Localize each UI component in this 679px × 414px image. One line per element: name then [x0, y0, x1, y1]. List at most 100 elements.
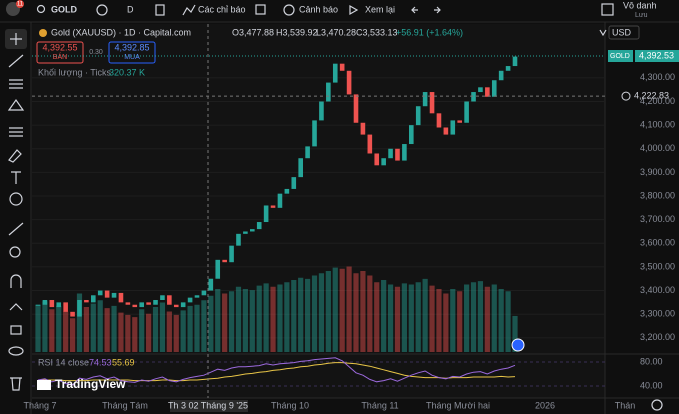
- volume-bar: [422, 278, 428, 352]
- visibility-tool[interactable]: [8, 346, 24, 356]
- chart-panel: [32, 24, 605, 398]
- volume-bar: [332, 267, 338, 352]
- brush-tool[interactable]: [8, 149, 22, 163]
- settings-icon[interactable]: [651, 399, 663, 411]
- volume-bar: [152, 307, 159, 352]
- replay-icon[interactable]: [349, 4, 359, 16]
- volume-bar: [263, 283, 269, 352]
- zoom-tool[interactable]: [9, 246, 21, 258]
- event-marker[interactable]: [511, 338, 525, 352]
- lock-draw-tool[interactable]: [9, 303, 23, 311]
- volume-bar: [215, 289, 221, 352]
- indicators[interactable]: Các chỉ báo: [198, 4, 246, 14]
- candle: [485, 87, 490, 97]
- candle: [215, 259, 221, 279]
- volume-bar: [132, 317, 138, 352]
- candle: [194, 295, 200, 298]
- rsi-title: RSI 14 close: [38, 357, 89, 367]
- candle: [402, 144, 407, 161]
- text-tool[interactable]: [11, 171, 21, 184]
- layout-icon[interactable]: [255, 4, 266, 15]
- emoji-tool[interactable]: [9, 192, 23, 206]
- candle: [180, 302, 186, 308]
- x-tick-label: Th 3 02 Tháng 9 '25: [168, 400, 248, 410]
- user[interactable]: Vô danh: [623, 0, 657, 10]
- volume-bar: [491, 284, 497, 352]
- delete-tool[interactable]: [10, 377, 22, 391]
- x-tick-label: Tháng 11: [361, 400, 398, 410]
- last-price-box: [635, 49, 679, 62]
- indicators-icon[interactable]: [182, 4, 196, 16]
- volume-bar: [194, 304, 200, 352]
- candle: [478, 87, 483, 93]
- volume-bar: [187, 305, 193, 352]
- search-icon[interactable]: [36, 4, 46, 14]
- fib-tool[interactable]: [9, 79, 23, 89]
- alerts[interactable]: Cảnh báo: [299, 4, 338, 14]
- symbol-tag: GOLD: [610, 53, 630, 60]
- candle: [146, 302, 151, 305]
- redo-icon[interactable]: [434, 6, 441, 14]
- candle: [457, 120, 462, 123]
- volume-bar: [298, 277, 304, 352]
- alert-icon[interactable]: [283, 4, 295, 16]
- trendline-tool[interactable]: [8, 54, 24, 68]
- crosshair-time-box: [170, 400, 248, 412]
- volume-bar: [201, 300, 207, 352]
- candle: [139, 302, 144, 308]
- add-level-icon[interactable]: [621, 91, 631, 101]
- sell-price[interactable]: 4,392.55: [42, 42, 77, 52]
- candle: [277, 193, 283, 208]
- buy-price[interactable]: 4,392.85: [114, 42, 149, 52]
- candle: [160, 295, 165, 301]
- candle: [429, 92, 435, 114]
- add-icon[interactable]: [96, 4, 108, 16]
- crosshair-price: 4,222.83: [634, 90, 669, 100]
- candle: [35, 304, 41, 306]
- candle: [436, 113, 442, 128]
- volume-bar: [208, 295, 214, 352]
- magnet-tool[interactable]: [10, 274, 22, 288]
- candle: [201, 290, 207, 296]
- interval[interactable]: D: [127, 4, 134, 14]
- candle: [512, 56, 518, 67]
- candle: [332, 63, 338, 83]
- volume-bar: [256, 285, 262, 352]
- symbol[interactable]: GOLD: [51, 4, 77, 14]
- ruler-tool[interactable]: [8, 222, 24, 236]
- crosshair-tool[interactable]: [10, 33, 22, 45]
- candle: [450, 120, 456, 135]
- symbol-logo: [39, 29, 47, 37]
- volume-bar: [125, 314, 131, 352]
- candle: [70, 311, 75, 317]
- volume-bar: [63, 311, 69, 352]
- buy-button[interactable]: [108, 41, 156, 64]
- currency[interactable]: USD: [612, 27, 632, 37]
- save[interactable]: Lưu: [635, 12, 648, 19]
- candle: [42, 300, 48, 305]
- volume-bar: [367, 275, 373, 352]
- undo-icon[interactable]: [411, 6, 418, 14]
- volume-bar: [325, 271, 331, 352]
- rsi-tick-label: 80.00: [640, 356, 663, 366]
- candle: [415, 106, 421, 126]
- replay[interactable]: Xem lại: [365, 4, 395, 14]
- arrow-icon[interactable]: [599, 29, 607, 37]
- sell-button[interactable]: [36, 41, 84, 64]
- volume-value: 320.37 K: [109, 67, 145, 77]
- candle: [97, 290, 103, 296]
- candle-type-icon[interactable]: [155, 4, 165, 16]
- projection-tool[interactable]: [9, 127, 23, 137]
- candle: [236, 233, 241, 246]
- candle: [125, 302, 131, 305]
- lock-tool[interactable]: [10, 325, 22, 335]
- volume-bar: [90, 303, 96, 352]
- currency-box[interactable]: [608, 25, 640, 40]
- brand-logo: [37, 380, 51, 390]
- volume-bar: [477, 281, 484, 352]
- y-tick-label: 4,200.00: [640, 96, 675, 106]
- pattern-tool[interactable]: [7, 98, 25, 111]
- candle: [250, 229, 255, 232]
- buy-label[interactable]: MUA: [124, 54, 140, 61]
- layout-toggle[interactable]: [601, 3, 614, 16]
